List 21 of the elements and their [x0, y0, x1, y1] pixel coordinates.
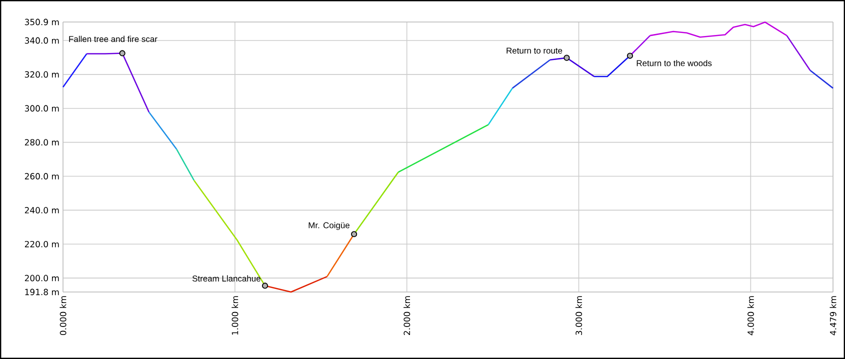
annotation: Return to the woods	[636, 60, 712, 66]
x-tick-label: 4.000 km	[747, 296, 754, 336]
y-tick-label: 320.0 m	[24, 71, 59, 78]
annotation: Stream Llancahue	[192, 275, 260, 282]
y-tick-label: 240.0 m	[24, 207, 59, 214]
y-tick-label: 280.0 m	[24, 139, 59, 146]
y-tick-label: 220.0 m	[24, 240, 59, 248]
x-tick-label: 1.000 km	[232, 296, 238, 335]
annotation: Return to route	[506, 48, 562, 54]
y-tick-label: 300.0 m	[24, 105, 59, 112]
y-tick-label: 191.8 m	[25, 288, 59, 296]
x-tick-label: 0.000 km	[60, 296, 66, 336]
annotation: Fallen tree and fire scar	[69, 36, 158, 42]
y-tick-label: 200.0 m	[24, 274, 59, 282]
y-tick-label: 260.0 m	[24, 173, 59, 180]
x-tick-label: 4.479 km	[830, 296, 836, 336]
annotation: Mr. Coigüe	[308, 222, 350, 230]
y-tick-label: 350.9 m	[24, 18, 59, 26]
y-tick-label: 340.0 m	[24, 37, 59, 44]
x-tick-label: 2.000 km	[404, 296, 410, 335]
x-tick-label: 3.000 km	[575, 296, 582, 335]
